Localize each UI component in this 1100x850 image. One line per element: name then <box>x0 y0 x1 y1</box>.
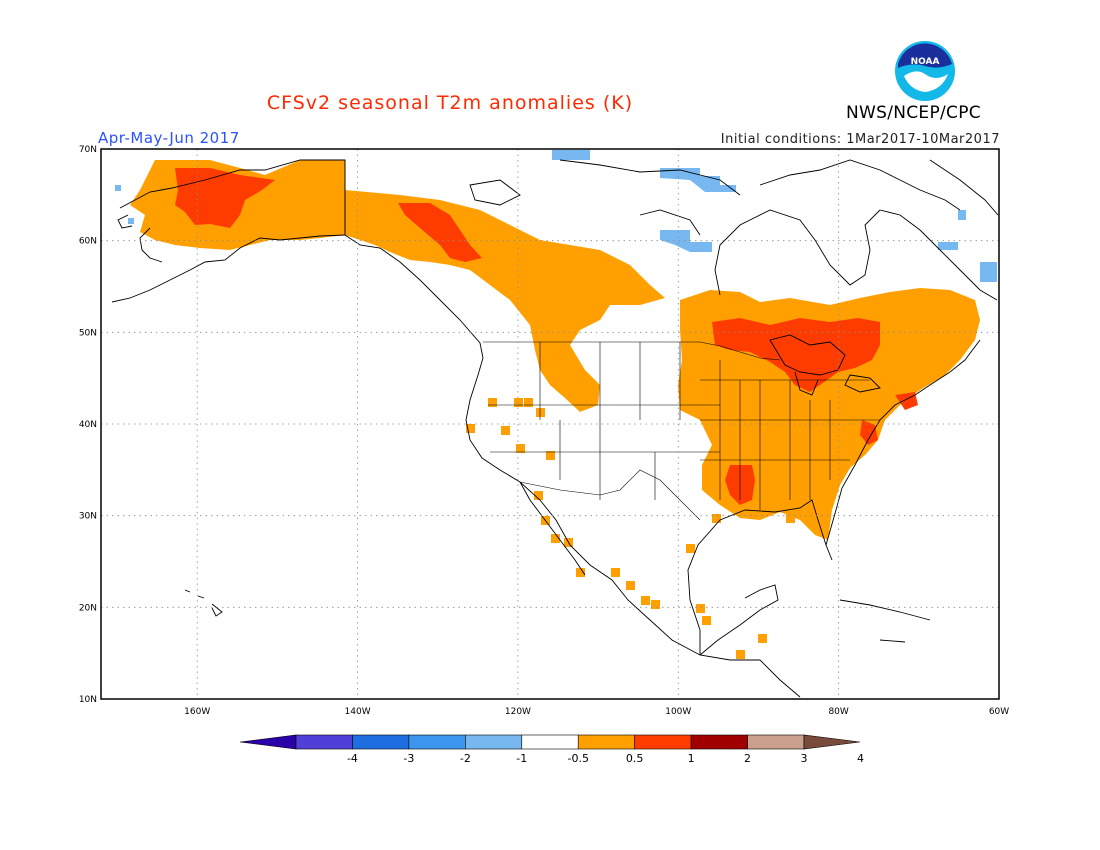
anomaly-region <box>660 168 736 192</box>
anomaly-cell <box>702 616 711 625</box>
noaa-logo-icon: NOAA <box>895 41 955 101</box>
lat-tick-label: 70N <box>79 145 97 155</box>
colorbar-segment <box>295 734 353 750</box>
anomaly-cell <box>626 581 635 590</box>
anomaly-region <box>128 218 134 224</box>
anomaly-cell <box>546 451 555 460</box>
anomaly-cell <box>641 596 650 605</box>
anomaly-cell <box>466 424 475 433</box>
anomaly-region <box>345 190 665 412</box>
lat-lon-grid <box>101 149 999 699</box>
map-title: CFSv2 seasonal T2m anomalies (K) <box>266 92 634 114</box>
anomaly-cell <box>488 398 497 407</box>
anomaly-cell <box>501 426 510 435</box>
lon-tick-label: 80W <box>828 707 848 717</box>
anomaly-cell <box>816 508 825 517</box>
map-frame <box>100 148 1000 700</box>
anomaly-cell <box>696 604 705 613</box>
anomaly-region <box>958 210 966 220</box>
colorbar-label: -2 <box>460 752 471 765</box>
colorbar-label: -4 <box>347 752 358 765</box>
anomaly-cell <box>686 544 695 553</box>
colorbar-label: 0.5 <box>626 752 644 765</box>
lon-tick-label: 60W <box>989 707 1009 717</box>
anomaly-cell <box>516 444 525 453</box>
lon-tick-label: 140W <box>345 707 371 717</box>
anomaly-cell <box>712 514 721 523</box>
lon-tick-label: 100W <box>665 707 691 717</box>
colorbar-segment <box>577 734 635 750</box>
anomaly-cell <box>786 514 795 523</box>
anomaly-region <box>115 185 121 191</box>
anomaly-cell <box>736 650 745 659</box>
anomaly-cell <box>551 534 560 543</box>
colorbar-label: 4 <box>857 752 864 765</box>
anomaly-cell <box>524 398 533 407</box>
colorbar-segment <box>690 734 748 750</box>
lat-labels: 70N 60N 50N 40N 30N 20N 10N <box>79 145 97 705</box>
anomaly-shading <box>115 150 997 659</box>
colorbar-segment <box>634 734 692 750</box>
colorbar-label: -3 <box>403 752 414 765</box>
anomaly-region <box>552 150 590 160</box>
anomaly-cell <box>651 600 660 609</box>
colorbar-label: -1 <box>516 752 527 765</box>
lat-tick-label: 60N <box>79 237 97 247</box>
anomaly-region <box>980 262 997 282</box>
colorbar: -4 -3 -2 -1 -0.5 0.5 1 2 3 4 <box>239 734 864 765</box>
colorbar-end-low <box>239 734 297 750</box>
lon-labels: 160W 140W 120W 100W 80W 60W <box>184 707 1009 717</box>
anomaly-region <box>938 242 958 250</box>
colorbar-segment <box>408 734 466 750</box>
anomaly-cell <box>514 398 523 407</box>
forecast-period: Apr-May-Jun 2017 <box>98 129 240 147</box>
colorbar-label: -0.5 <box>567 752 588 765</box>
anomaly-region <box>660 230 712 252</box>
anomaly-cell <box>611 568 620 577</box>
anomaly-cell <box>758 634 767 643</box>
lat-tick-label: 20N <box>79 603 97 613</box>
lat-tick-label: 30N <box>79 512 97 522</box>
colorbar-label: 1 <box>688 752 695 765</box>
lat-tick-label: 10N <box>79 695 97 705</box>
anomaly-region <box>175 168 275 228</box>
coastlines <box>111 159 999 698</box>
lat-tick-label: 40N <box>79 420 97 430</box>
colorbar-end-high <box>803 734 861 750</box>
colorbar-label: 2 <box>744 752 751 765</box>
svg-text:NOAA: NOAA <box>911 57 940 67</box>
lat-tick-label: 50N <box>79 328 97 338</box>
colorbar-label: 3 <box>801 752 808 765</box>
lon-tick-label: 160W <box>184 707 210 717</box>
colorbar-segment <box>465 734 523 750</box>
colorbar-segment <box>747 734 805 750</box>
initial-conditions: Initial conditions: 1Mar2017-10Mar2017 <box>720 132 1000 147</box>
anomaly-cell <box>534 491 543 500</box>
anomaly-region <box>712 318 880 392</box>
anomaly-region <box>860 420 878 445</box>
anomaly-cell <box>576 568 585 577</box>
anomaly-cell <box>536 408 545 417</box>
colorbar-segment <box>352 734 410 750</box>
agency-label: NWS/NCEP/CPC <box>846 103 981 123</box>
lon-tick-label: 120W <box>505 707 531 717</box>
anomaly-region <box>398 203 482 262</box>
colorbar-segment <box>521 734 579 750</box>
political-borders <box>344 160 880 521</box>
